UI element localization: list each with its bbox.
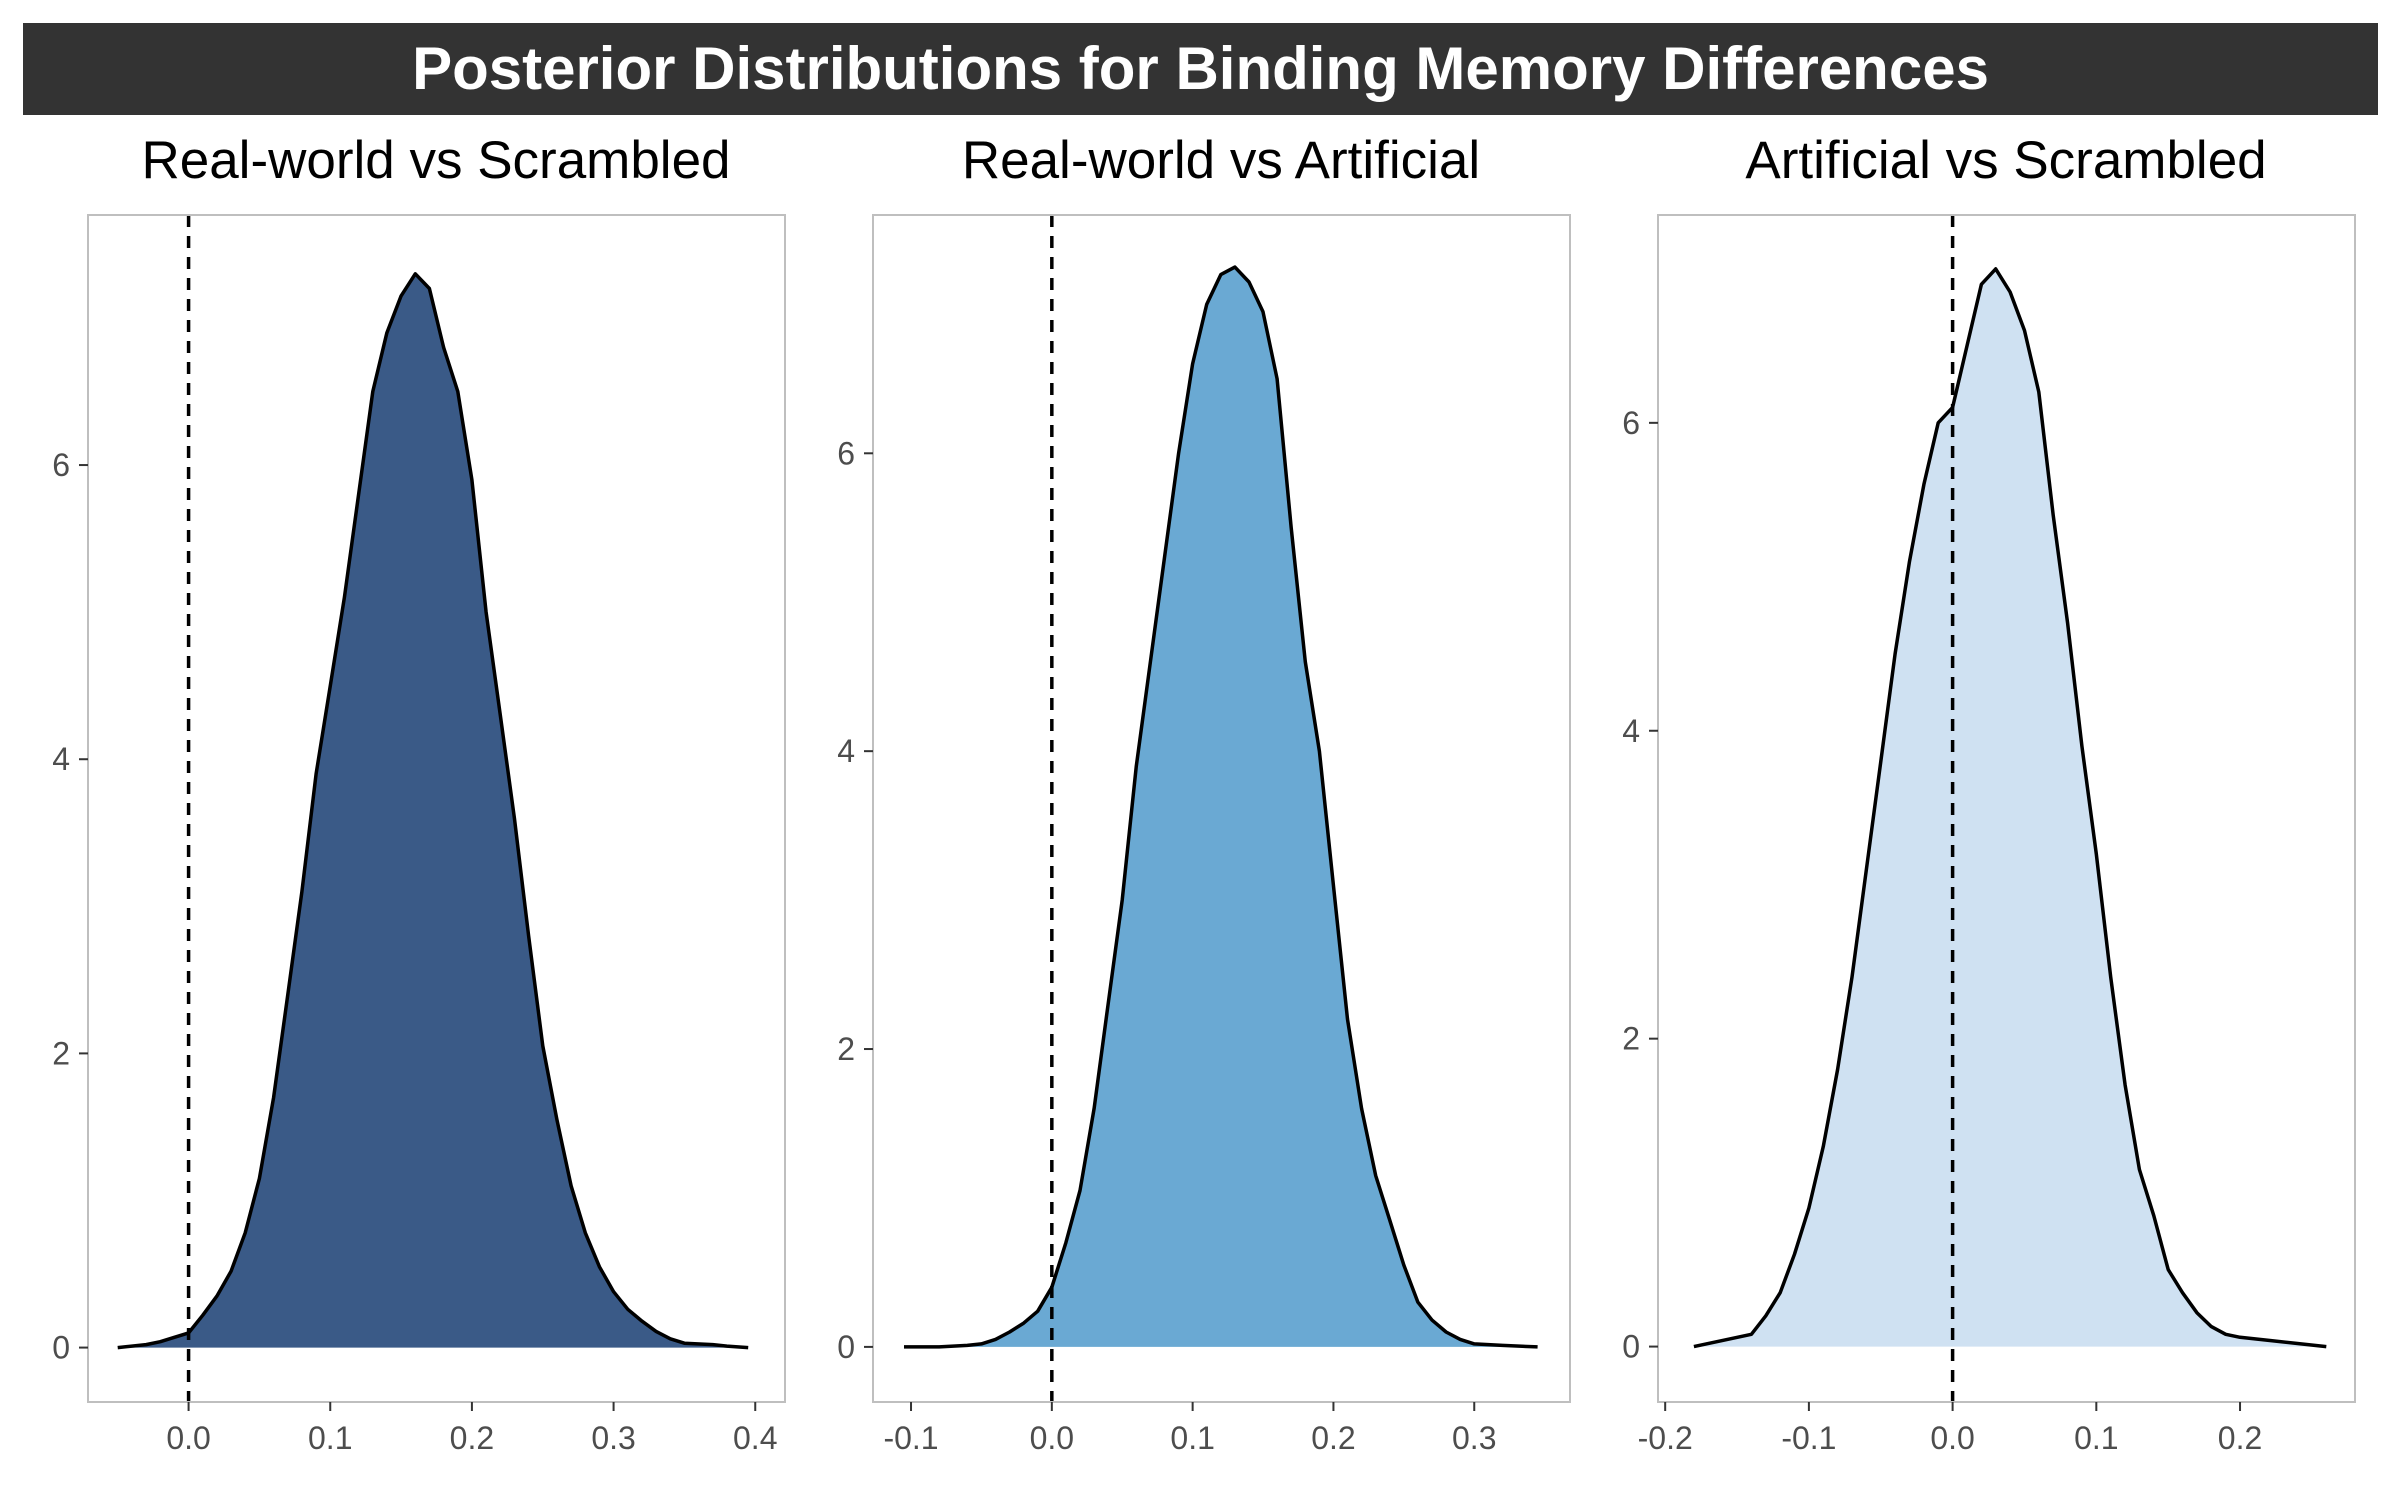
panel-border bbox=[87, 214, 786, 1403]
panel-border bbox=[872, 214, 1571, 1403]
x-tick-label: 0.0 bbox=[1030, 1420, 1074, 1456]
y-tick-label: 6 bbox=[1622, 405, 1640, 441]
panel-border bbox=[1657, 214, 2356, 1403]
y-tick-label: 6 bbox=[52, 447, 70, 483]
chart-title: Posterior Distributions for Binding Memo… bbox=[412, 35, 1989, 102]
density-area bbox=[1693, 268, 2327, 1347]
density-curve bbox=[117, 272, 749, 1350]
y-tick-label: 0 bbox=[52, 1330, 70, 1366]
panel-title: Real-world vs Scrambled bbox=[141, 131, 730, 190]
x-tick-label: -0.2 bbox=[1638, 1420, 1693, 1456]
panel-title: Artificial vs Scrambled bbox=[1745, 131, 2266, 190]
x-tick-label: 0.4 bbox=[733, 1420, 777, 1456]
x-tick-label: -0.1 bbox=[883, 1420, 938, 1456]
density-curve bbox=[904, 265, 1538, 1349]
x-tick-label: 0.3 bbox=[1452, 1420, 1496, 1456]
y-tick-label: 2 bbox=[837, 1031, 855, 1067]
x-tick-label: 0.2 bbox=[2218, 1420, 2262, 1456]
y-tick-label: 4 bbox=[52, 741, 70, 777]
panel-title: Real-world vs Artificial bbox=[962, 131, 1480, 190]
y-tick-label: 2 bbox=[1622, 1021, 1640, 1057]
y-tick-label: 6 bbox=[837, 435, 855, 471]
panel-2: Real-world vs Artificial -0.1 0.0 0.1 0.2 0.3… bbox=[837, 131, 1571, 1456]
density-area bbox=[117, 273, 749, 1348]
y-tick-label: 2 bbox=[52, 1035, 70, 1071]
panel-3: Artificial vs Scrambled -0.2 -0.1 0.0 0.1 0.2… bbox=[1622, 131, 2356, 1456]
x-tick-label: 0.0 bbox=[166, 1420, 210, 1456]
density-curve bbox=[1693, 267, 2327, 1349]
y-tick-label: 4 bbox=[1622, 713, 1640, 749]
x-tick-label: 0.1 bbox=[2074, 1420, 2118, 1456]
x-tick-label: 0.0 bbox=[1930, 1420, 1974, 1456]
x-tick-label: 0.1 bbox=[308, 1420, 352, 1456]
y-tick-label: 0 bbox=[1622, 1329, 1640, 1365]
x-tick-label: 0.2 bbox=[450, 1420, 494, 1456]
panel-1: Real-world vs Scrambled 0.0 0.1 0.2 0.3 0.4 0 2… bbox=[52, 131, 786, 1456]
x-tick-label: 0.3 bbox=[591, 1420, 635, 1456]
x-tick-label: 0.2 bbox=[1311, 1420, 1355, 1456]
x-tick-label: -0.1 bbox=[1781, 1420, 1836, 1456]
y-tick-label: 0 bbox=[837, 1329, 855, 1365]
y-tick-label: 4 bbox=[837, 733, 855, 769]
title-bar: Posterior Distributions for Binding Memo… bbox=[23, 23, 2378, 115]
density-area bbox=[904, 267, 1538, 1347]
x-tick-label: 0.1 bbox=[1170, 1420, 1214, 1456]
